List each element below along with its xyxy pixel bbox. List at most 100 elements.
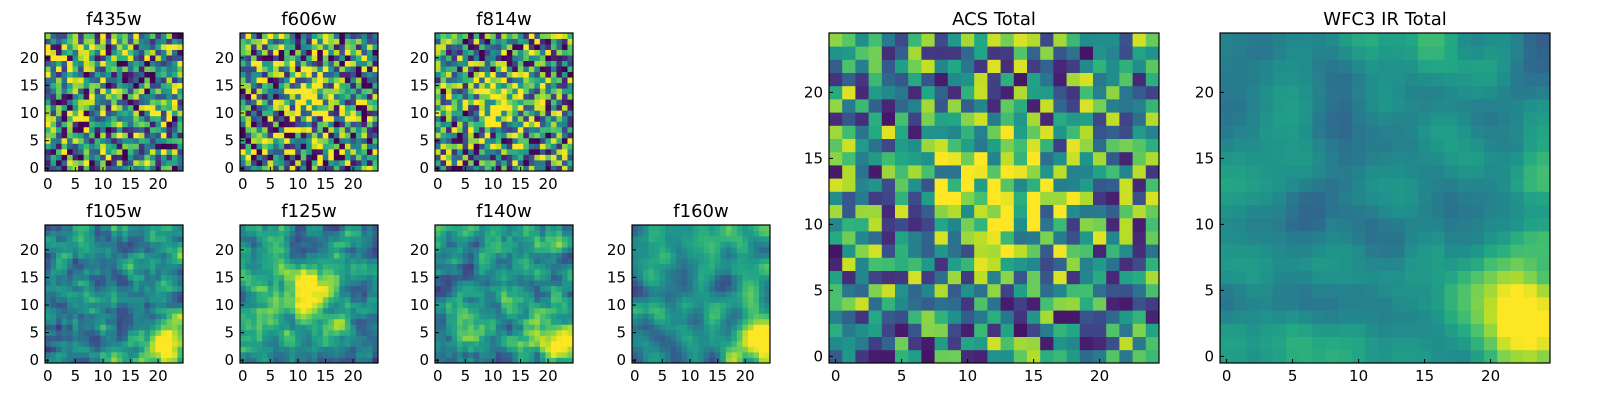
heatmap-cell: [171, 143, 178, 150]
heatmap-cell: [545, 55, 552, 61]
heatmap-cell: [517, 318, 524, 325]
heatmap-cell: [545, 143, 552, 150]
heatmap-cell: [468, 329, 475, 336]
heatmap-cell: [742, 280, 749, 287]
heatmap-cell: [534, 252, 541, 259]
heatmap-cell: [637, 269, 644, 276]
heatmap-cell: [83, 296, 90, 303]
heatmap-cell: [361, 307, 368, 314]
heatmap-cell: [501, 121, 508, 128]
heatmap-cell: [561, 33, 568, 39]
heatmap-cell: [479, 313, 486, 320]
heatmap-cell: [451, 115, 458, 122]
heatmap-cell: [556, 340, 563, 347]
heatmap-cell: [446, 329, 452, 336]
heatmap-cell: [83, 247, 90, 253]
heatmap-cell: [256, 126, 263, 133]
heatmap-cell: [747, 252, 754, 259]
heatmap-cell: [133, 335, 140, 342]
heatmap-cell: [462, 88, 469, 95]
heatmap-cell: [523, 340, 530, 347]
heatmap-cell: [289, 318, 296, 325]
heatmap-cell: [1000, 191, 1015, 205]
heatmap-cell: [56, 247, 62, 253]
heatmap-cell: [468, 132, 475, 139]
heatmap-cell: [300, 77, 307, 84]
heatmap-cell: [350, 110, 357, 117]
heatmap-cell: [149, 115, 156, 122]
heatmap-cell: [138, 324, 145, 331]
heatmap-cell: [934, 297, 949, 311]
heatmap-cell: [306, 247, 313, 253]
heatmap-cell: [306, 33, 313, 39]
heatmap-cell: [67, 115, 73, 122]
heatmap-cell: [278, 318, 285, 325]
heatmap-cell: [451, 93, 458, 100]
heatmap-cell: [289, 132, 296, 139]
heatmap-cell: [534, 60, 541, 67]
heatmap-cell: [78, 126, 85, 133]
heatmap-cell: [495, 71, 502, 78]
heatmap-cell: [648, 236, 655, 242]
heatmap-cell: [149, 132, 156, 139]
heatmap-cell: [278, 324, 285, 331]
heatmap-cell: [435, 230, 441, 237]
heatmap-cell: [506, 335, 513, 342]
heatmap-cell: [659, 302, 666, 309]
heatmap-cell: [1132, 270, 1147, 285]
heatmap-cell: [133, 329, 140, 336]
heatmap-cell: [61, 121, 68, 128]
heatmap-cell: [947, 283, 962, 298]
heatmap-cell: [665, 307, 672, 314]
heatmap-cell: [45, 88, 51, 95]
heatmap-cell: [479, 159, 486, 166]
heatmap-cell: [523, 137, 530, 144]
heatmap-cell: [648, 230, 655, 237]
heatmap-cell: [632, 346, 638, 353]
heatmap-cell: [251, 82, 257, 89]
heatmap-cell: [512, 49, 519, 56]
heatmap-cell: [155, 132, 162, 139]
heatmap-cell: [273, 159, 280, 166]
heatmap-cell: [372, 269, 379, 276]
heatmap-cell: [479, 55, 486, 61]
heatmap-cell: [333, 318, 340, 325]
heatmap-cell: [632, 236, 638, 242]
heatmap-cell: [446, 335, 452, 342]
heatmap-cell: [50, 225, 57, 231]
heatmap-cell: [67, 258, 73, 265]
heatmap-cell: [45, 148, 51, 155]
heatmap-cell: [545, 159, 552, 166]
heatmap-cell: [105, 126, 112, 133]
heatmap-cell: [344, 274, 351, 281]
heatmap-cell: [758, 318, 765, 325]
heatmap-cell: [350, 296, 357, 303]
heatmap-cell: [534, 280, 541, 287]
heatmap-cell: [251, 302, 257, 309]
heatmap-cell: [328, 77, 335, 84]
heatmap-cell: [256, 280, 263, 287]
heatmap-cell: [1000, 151, 1015, 166]
heatmap-cell: [435, 159, 441, 166]
heatmap-cell: [692, 280, 699, 287]
heatmap-cell: [709, 307, 716, 314]
heatmap-cell: [462, 44, 469, 50]
heatmap-cell: [567, 121, 574, 128]
heatmap-cell: [67, 313, 73, 320]
heatmap-cell: [921, 151, 935, 166]
heatmap-cell: [495, 154, 502, 161]
heatmap-cell: [974, 191, 988, 205]
heatmap-cell: [764, 313, 771, 320]
heatmap-cell: [240, 258, 246, 265]
x-tick-label: 10: [93, 367, 112, 385]
heatmap-cell: [490, 346, 497, 353]
heatmap-cell: [322, 121, 329, 128]
heatmap-cell: [267, 49, 274, 56]
heatmap-cell: [111, 346, 118, 353]
heatmap-cell: [517, 154, 524, 161]
heatmap-cell: [94, 159, 101, 166]
heatmap-cell: [473, 143, 480, 150]
heatmap-cell: [490, 126, 497, 133]
heatmap-cell: [322, 159, 329, 166]
heatmap-cell: [517, 38, 524, 45]
